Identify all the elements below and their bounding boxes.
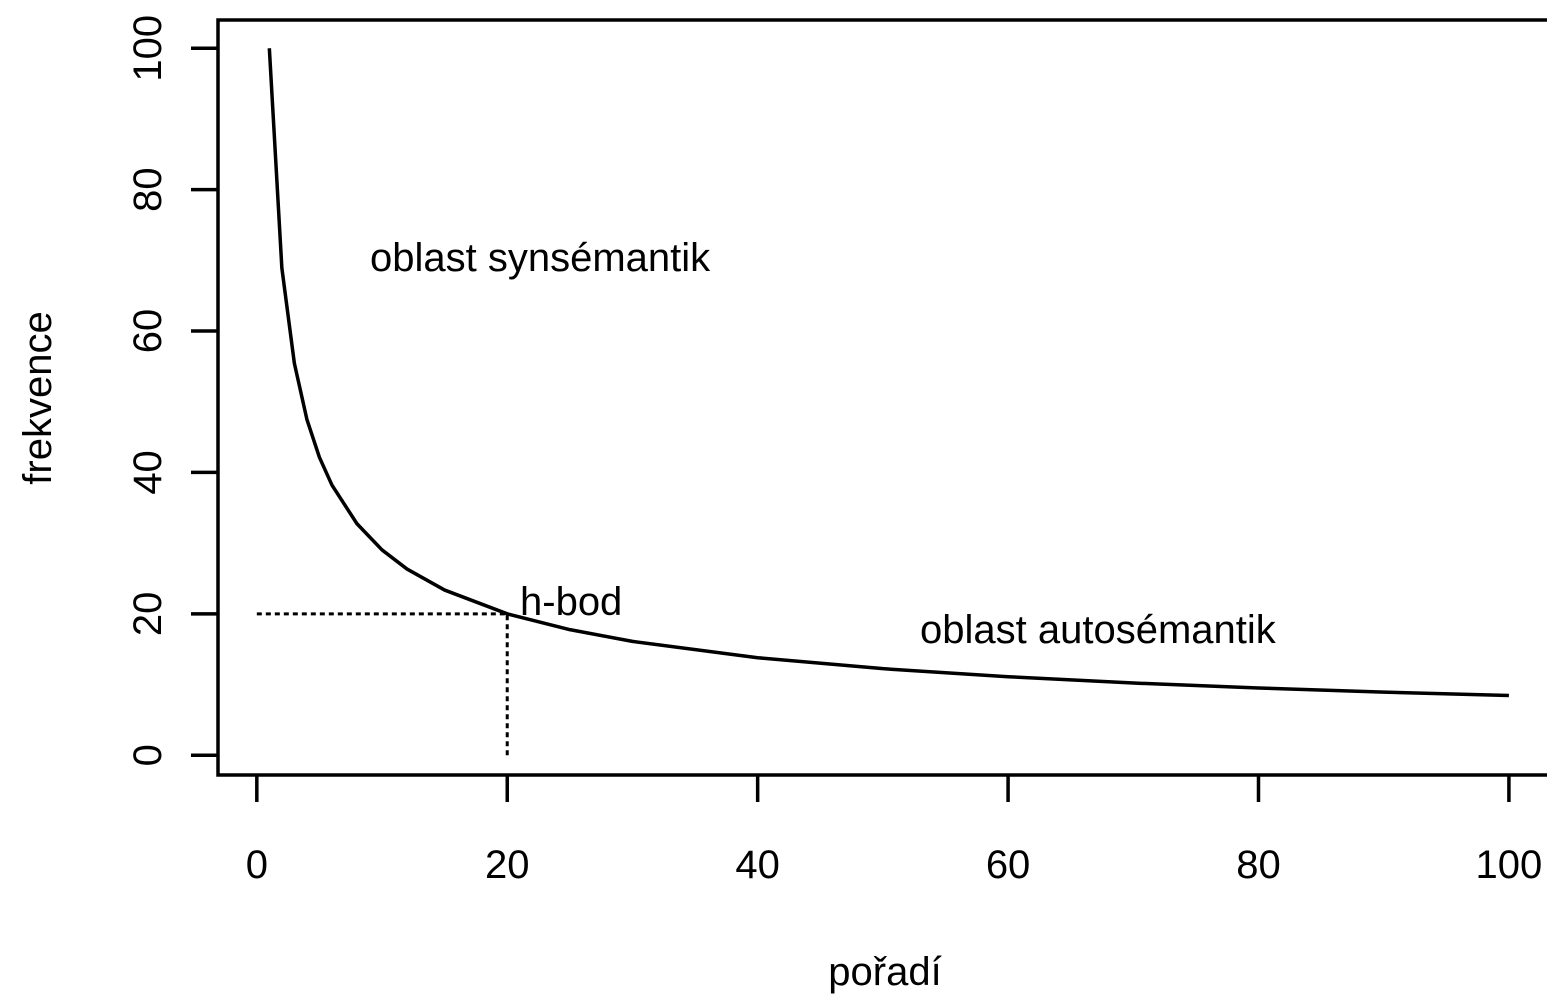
- x-axis-label: pořadí: [828, 950, 941, 994]
- x-tick-label: 40: [735, 843, 780, 887]
- y-tick-label: 20: [126, 592, 170, 637]
- x-tick-label: 20: [485, 843, 530, 887]
- y-tick-label: 80: [126, 167, 170, 212]
- annotation: h-bod: [520, 580, 622, 624]
- y-tick-label: 60: [126, 309, 170, 354]
- x-tick-label: 60: [986, 843, 1031, 887]
- x-tick-label: 80: [1236, 843, 1281, 887]
- curve: [267, 48, 1509, 698]
- y-tick-label: 100: [126, 15, 170, 82]
- annotation: oblast autosémantik: [920, 608, 1277, 652]
- y-tick-label: 40: [126, 450, 170, 495]
- annotation: oblast synsémantik: [370, 236, 711, 280]
- y-axis-label: frekvence: [16, 311, 60, 484]
- x-tick-label: 100: [1476, 843, 1543, 887]
- x-tick-label: 0: [246, 843, 268, 887]
- plot-frame: [216, 18, 1547, 777]
- y-tick-label: 0: [126, 744, 170, 766]
